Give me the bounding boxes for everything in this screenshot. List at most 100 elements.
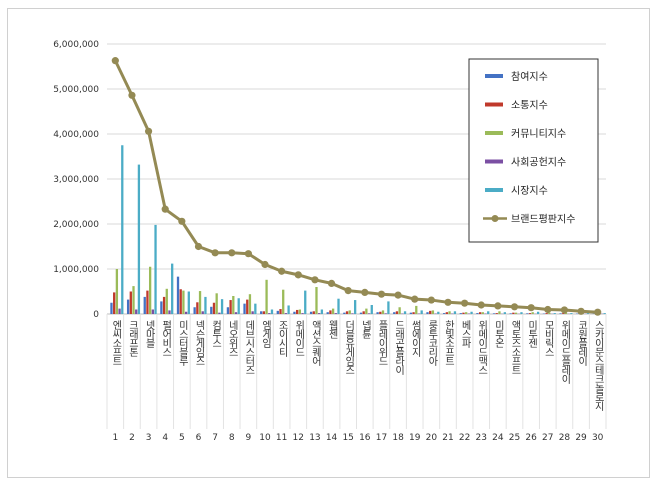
brand-index-point — [144, 127, 153, 135]
rank-label: 11 — [276, 433, 287, 443]
gridlines — [106, 43, 607, 429]
bar — [312, 311, 315, 314]
bar — [334, 313, 337, 314]
bar — [528, 313, 532, 314]
bar — [353, 300, 357, 314]
bar-series — [110, 145, 606, 314]
legend-label: 시장지수 — [511, 185, 548, 197]
bar — [345, 311, 349, 314]
category-label: 컴투스 — [210, 320, 222, 347]
bar — [237, 298, 240, 314]
bar — [495, 313, 498, 314]
category-label: 액토즈소프트 — [509, 320, 521, 374]
category-label: 액션스퀘어 — [309, 320, 321, 367]
brand-index-point — [477, 301, 485, 309]
category-label: 네오위즈 — [226, 320, 238, 356]
bar — [279, 309, 282, 314]
bar — [212, 302, 216, 314]
bar — [465, 312, 468, 314]
bar — [301, 313, 304, 314]
brand-index-point — [361, 288, 369, 296]
rank-label: 28 — [559, 433, 571, 443]
bar — [184, 311, 188, 314]
legend-label: 커뮤니티지수 — [511, 128, 566, 140]
rank-label: 15 — [342, 433, 353, 443]
rank-label: 18 — [392, 433, 404, 443]
brand-index-point — [178, 217, 186, 225]
bar — [218, 312, 221, 314]
legend-label: 브랜드평판지수 — [511, 214, 575, 226]
category-label: 미투젠 — [526, 320, 538, 348]
rank-label: 20 — [426, 433, 438, 443]
rank-label: 7 — [212, 433, 218, 443]
bar — [187, 291, 190, 314]
legend-box — [468, 58, 599, 243]
bar — [315, 287, 318, 314]
category-label: 데브시스터즈 — [243, 320, 255, 374]
bar — [165, 288, 168, 314]
brand-index-point — [577, 307, 585, 315]
rank-label: 13 — [309, 433, 320, 443]
brand-index-point — [128, 91, 136, 99]
bar — [320, 309, 324, 314]
bar — [420, 310, 423, 314]
bar — [365, 308, 368, 314]
category-label: 썸에이지 — [409, 320, 421, 358]
bar — [251, 311, 254, 314]
bar — [514, 312, 518, 314]
bar — [351, 313, 354, 314]
brand-index-point — [327, 279, 336, 287]
bar — [448, 311, 451, 314]
bar — [526, 313, 529, 314]
bar — [536, 311, 540, 314]
bar — [384, 313, 387, 314]
category-label: 펄어비스 — [160, 320, 172, 356]
bar — [318, 313, 321, 314]
category-label: 플레이위드 — [376, 320, 388, 365]
bar — [168, 310, 171, 314]
bar — [548, 312, 551, 314]
category-label: 위메이드 — [293, 319, 305, 356]
rank-label: 12 — [293, 433, 304, 443]
bar — [201, 311, 204, 314]
rank-label: 23 — [476, 433, 487, 443]
brand-index-point — [211, 249, 219, 257]
bar — [113, 292, 116, 314]
brand-index-point — [377, 290, 386, 298]
bar — [531, 312, 534, 314]
y-tick-label: 0 — [93, 310, 99, 320]
bar — [160, 301, 163, 314]
brand-index-point — [244, 250, 252, 258]
bar — [570, 313, 573, 314]
bar — [476, 313, 479, 314]
category-label: 미스터블루 — [176, 320, 188, 367]
legend-swatch — [485, 74, 503, 78]
bar — [137, 164, 141, 314]
rank-label: 16 — [359, 433, 371, 443]
bar — [260, 311, 263, 314]
rank-label: 5 — [179, 433, 185, 443]
brand-index-point — [427, 296, 435, 304]
category-label: 위메이드플레이 — [559, 319, 571, 385]
brand-index-point — [278, 267, 286, 275]
rank-label: 24 — [492, 433, 504, 443]
bar — [545, 313, 548, 314]
bar — [343, 312, 346, 314]
bar — [243, 303, 246, 314]
bar — [248, 294, 252, 314]
bar — [154, 224, 157, 314]
brand-index-point — [594, 308, 602, 316]
bar — [367, 313, 371, 314]
brand-index-point — [544, 305, 552, 314]
bar — [553, 313, 556, 314]
bar — [148, 266, 152, 314]
bar — [268, 313, 271, 314]
bar — [135, 309, 138, 314]
bar — [118, 308, 121, 314]
rank-label: 1 — [112, 433, 118, 443]
y-tick-label: 4,000,000 — [53, 130, 99, 140]
bar — [234, 312, 238, 314]
bar — [520, 312, 523, 314]
bar — [284, 313, 288, 314]
category-label: 미투온 — [492, 320, 504, 348]
